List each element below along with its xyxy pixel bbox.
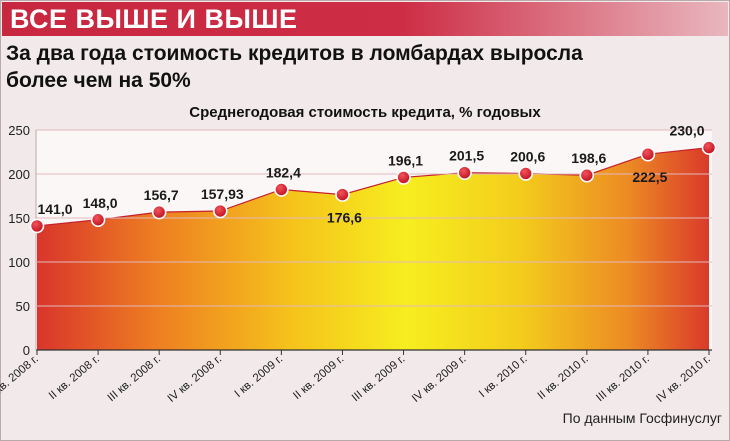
- data-label: 176,6: [327, 210, 362, 226]
- x-tick-label: I кв. 2010 г.: [477, 353, 530, 400]
- x-tick-label: II кв. 2010 г.: [536, 353, 591, 402]
- x-tick-label: II кв. 2009 г.: [291, 353, 346, 402]
- banner-title: ВСЕ ВЫШЕ И ВЫШЕ: [10, 4, 298, 34]
- data-label: 201,5: [449, 148, 484, 164]
- data-point: [29, 218, 45, 234]
- source-note: По данным Госфинуслуг: [562, 410, 722, 426]
- data-label: 222,5: [632, 169, 667, 185]
- data-label: 230,0: [669, 123, 704, 139]
- data-point: [640, 146, 656, 162]
- data-point: [274, 182, 289, 197]
- chart-title: Среднегодовая стоимость кредита, % годов…: [189, 104, 541, 121]
- data-point: [396, 170, 411, 185]
- y-tick-label: 200: [8, 167, 30, 182]
- data-point: [151, 204, 167, 220]
- x-tick-label: II кв. 2008 г.: [47, 353, 102, 402]
- x-tick-label: IV кв. 2009 г.: [410, 353, 469, 405]
- x-tick-label: III кв. 2010 г.: [594, 353, 652, 404]
- series-line: [36, 147, 710, 227]
- y-tick-label: 250: [8, 123, 30, 138]
- x-tick-label: III кв. 2008 г.: [106, 353, 164, 404]
- data-point: [457, 165, 472, 180]
- data-label: 182,4: [266, 164, 301, 180]
- area-fill: [37, 147, 709, 350]
- banner: ВСЕ ВЫШЕ И ВЫШЕ: [2, 2, 728, 36]
- data-point: [212, 203, 228, 219]
- data-point: [518, 166, 534, 181]
- data-label: 198,6: [571, 150, 606, 166]
- data-label: 196,1: [388, 152, 423, 168]
- data-label: 156,7: [144, 187, 179, 203]
- x-tick-label: I кв. 2009 г.: [233, 353, 286, 400]
- data-label: 141,0: [37, 201, 72, 217]
- y-tick-label: 50: [16, 299, 30, 314]
- data-label: 148,0: [83, 195, 118, 211]
- headline-line-1: За два года стоимость кредитов в ломбард…: [6, 42, 583, 65]
- data-point: [90, 212, 106, 228]
- y-tick-label: 150: [8, 211, 30, 226]
- y-tick-label: 0: [23, 343, 30, 358]
- data-label: 157,93: [201, 186, 244, 202]
- y-tick-label: 100: [8, 255, 30, 270]
- x-tick-label: IV кв. 2010 г.: [654, 353, 713, 405]
- headline-line-2: более чем на 50%: [6, 69, 191, 92]
- data-point: [701, 140, 717, 155]
- data-label: 200,6: [510, 148, 545, 164]
- data-point: [579, 167, 595, 183]
- x-tick-label: I кв. 2008 г.: [0, 353, 41, 400]
- data-point: [335, 187, 350, 202]
- x-tick-label: III кв. 2009 г.: [350, 353, 408, 404]
- x-tick-label: IV кв. 2008 г.: [166, 353, 225, 405]
- headline: За два года стоимость кредитов в ломбард…: [6, 40, 706, 94]
